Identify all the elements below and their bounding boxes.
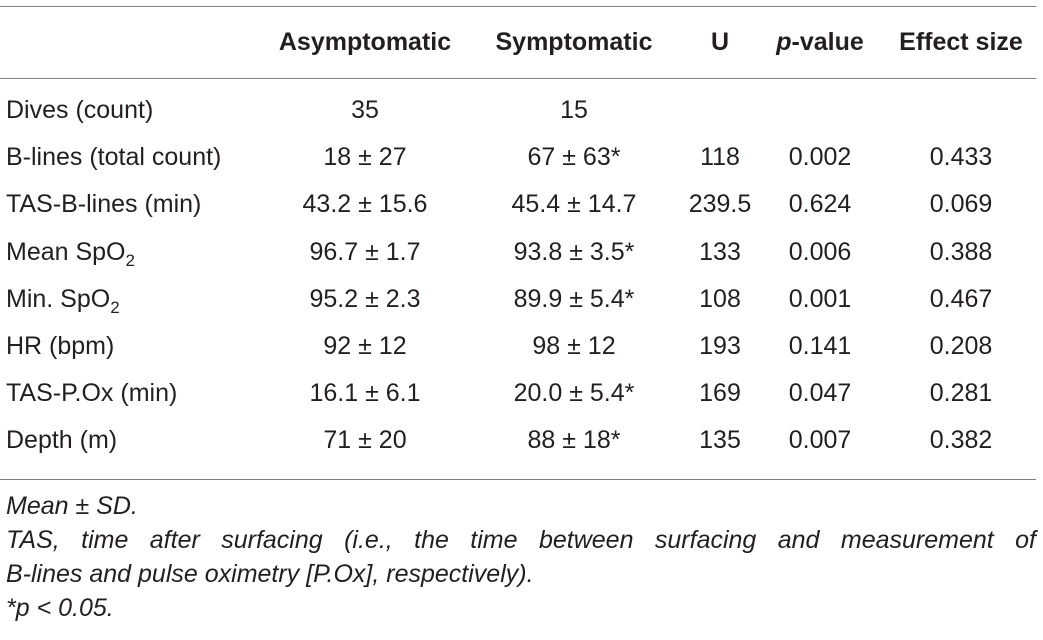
cell-effect-size bbox=[886, 90, 1036, 130]
table-row: Min. SpO2 95.2 ± 2.3 89.9 ± 5.4* 108 0.001 0.… bbox=[0, 279, 1036, 319]
cell-effect-size: 0.467 bbox=[929, 285, 993, 313]
row-label: Mean SpO2 bbox=[6, 232, 135, 272]
row-label: Depth (m) bbox=[6, 420, 117, 460]
footnote-tas-line2: B-lines and pulse oximetry [P.Ox], respe… bbox=[6, 560, 534, 588]
cell-u: 169 bbox=[699, 379, 741, 407]
row-label: Dives (count) bbox=[6, 90, 153, 130]
row-label-text: TAS-P.Ox (min) bbox=[6, 379, 178, 407]
row-label: TAS-B-lines (min) bbox=[6, 184, 201, 224]
cell-u: 135 bbox=[699, 426, 741, 454]
cell-symptomatic: 98 ± 12 bbox=[532, 332, 616, 360]
row-label-subscript: 2 bbox=[125, 251, 135, 270]
table-row: Mean SpO2 96.7 ± 1.7 93.8 ± 3.5* 133 0.006 0.… bbox=[0, 232, 1036, 272]
cell-asymptomatic: 35 bbox=[351, 96, 379, 124]
table-row: Depth (m) 71 ± 20 88 ± 18* 135 0.007 0.382 bbox=[0, 420, 1036, 460]
cell-p-value: 0.624 bbox=[788, 190, 852, 218]
row-label-text: B-lines (total count) bbox=[6, 143, 222, 171]
cell-u: 118 bbox=[700, 143, 740, 171]
cell-symptomatic: 67 ± 63* bbox=[527, 143, 621, 171]
cell-p-value: 0.007 bbox=[788, 426, 852, 454]
row-label-text: HR (bpm) bbox=[6, 332, 115, 360]
header-asymptomatic: Asymptomatic bbox=[278, 28, 452, 56]
header-p-value: p-value bbox=[764, 22, 876, 62]
header-u: U bbox=[710, 28, 730, 56]
row-label: TAS-P.Ox (min) bbox=[6, 373, 177, 413]
row-label-subscript: 2 bbox=[110, 298, 120, 317]
cell-asymptomatic: 16.1 ± 6.1 bbox=[309, 379, 421, 407]
table-row: Dives (count) 35 15 bbox=[0, 90, 1036, 130]
footnote-mean-sd: Mean ± SD. bbox=[6, 492, 138, 520]
cell-u: 239.5 bbox=[688, 190, 752, 218]
row-label-text: Mean SpO bbox=[6, 238, 126, 266]
row-label-text: Dives (count) bbox=[6, 96, 154, 124]
cell-u: 193 bbox=[699, 332, 741, 360]
cell-asymptomatic: 96.7 ± 1.7 bbox=[309, 238, 421, 266]
row-label-text: Depth (m) bbox=[6, 426, 118, 454]
cell-u: 108 bbox=[699, 285, 741, 313]
cell-symptomatic: 88 ± 18* bbox=[527, 426, 621, 454]
cell-symptomatic: 45.4 ± 14.7 bbox=[511, 190, 637, 218]
header-effect-size: Effect size bbox=[899, 28, 1023, 56]
table-row: TAS-P.Ox (min) 16.1 ± 6.1 20.0 ± 5.4* 169 0.… bbox=[0, 373, 1036, 413]
table-top-rule bbox=[0, 6, 1036, 7]
header-p-rest: -value bbox=[791, 28, 864, 56]
cell-symptomatic: 89.9 ± 5.4* bbox=[513, 285, 635, 313]
cell-effect-size: 0.281 bbox=[929, 379, 993, 407]
cell-asymptomatic: 95.2 ± 2.3 bbox=[309, 285, 421, 313]
footnote-tas-line1: TAS, time after surfacing (i.e., the tim… bbox=[6, 526, 1036, 554]
table-bottom-rule bbox=[0, 479, 1036, 480]
table-row: B-lines (total count) 18 ± 27 67 ± 63* 118 0… bbox=[0, 137, 1036, 177]
cell-p-value: 0.001 bbox=[788, 285, 852, 313]
header-p-italic: p bbox=[776, 28, 792, 56]
cell-asymptomatic: 92 ± 12 bbox=[323, 332, 407, 360]
footnote-significance: *p < 0.05. bbox=[6, 594, 114, 622]
cell-symptomatic: 15 bbox=[560, 96, 588, 124]
cell-p-value: 0.006 bbox=[788, 238, 852, 266]
cell-u: 133 bbox=[699, 238, 741, 266]
cell-symptomatic: 93.8 ± 3.5* bbox=[513, 238, 635, 266]
table-row: TAS-B-lines (min) 43.2 ± 15.6 45.4 ± 14.7 2… bbox=[0, 184, 1036, 224]
cell-symptomatic: 20.0 ± 5.4* bbox=[513, 379, 635, 407]
cell-asymptomatic: 71 ± 20 bbox=[323, 426, 407, 454]
cell-p-value bbox=[764, 90, 876, 130]
row-label: HR (bpm) bbox=[6, 326, 114, 366]
cell-effect-size: 0.382 bbox=[929, 426, 993, 454]
header-symptomatic: Symptomatic bbox=[495, 28, 653, 56]
cell-u bbox=[680, 90, 760, 130]
cell-effect-size: 0.208 bbox=[929, 332, 993, 360]
row-label: Min. SpO2 bbox=[6, 279, 120, 319]
cell-effect-size: 0.388 bbox=[929, 238, 993, 266]
table-row: HR (bpm) 92 ± 12 98 ± 12 193 0.141 0.208 bbox=[0, 326, 1036, 366]
cell-asymptomatic: 43.2 ± 15.6 bbox=[302, 190, 428, 218]
cell-p-value: 0.047 bbox=[788, 379, 852, 407]
row-label-text: TAS-B-lines (min) bbox=[6, 190, 202, 218]
row-label: B-lines (total count) bbox=[6, 137, 221, 177]
cell-p-value: 0.002 bbox=[788, 143, 852, 171]
cell-p-value: 0.141 bbox=[788, 332, 852, 360]
row-label-text: Min. SpO bbox=[6, 285, 111, 313]
table-header-rule bbox=[0, 78, 1036, 79]
cell-effect-size: 0.433 bbox=[929, 143, 993, 171]
cell-asymptomatic: 18 ± 27 bbox=[323, 143, 407, 171]
cell-effect-size: 0.069 bbox=[929, 190, 993, 218]
